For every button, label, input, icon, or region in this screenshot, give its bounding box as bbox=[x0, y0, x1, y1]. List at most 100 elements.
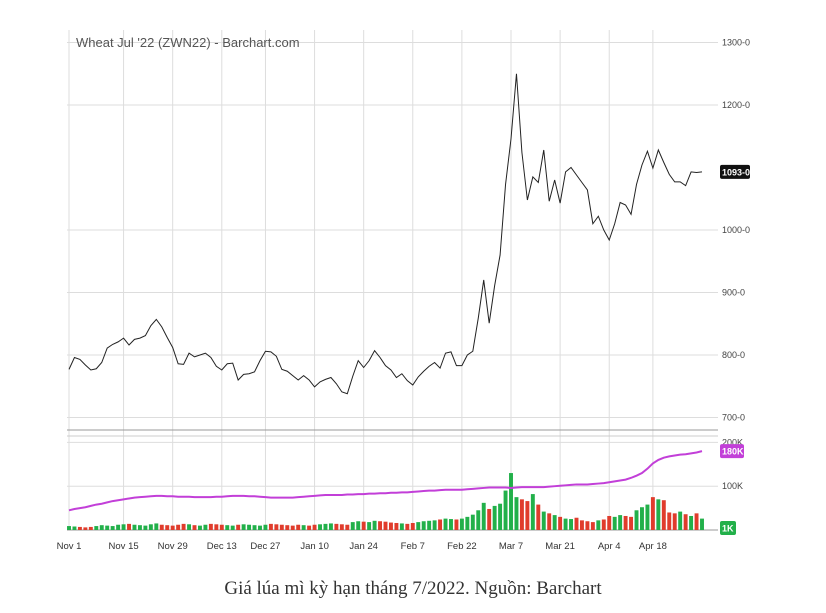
volume-bar bbox=[367, 522, 372, 530]
x-tick-label: Nov 29 bbox=[158, 541, 188, 552]
volume-bar bbox=[361, 521, 366, 530]
volume-bar bbox=[230, 525, 235, 530]
volume-bar bbox=[629, 516, 634, 530]
volume-bar bbox=[241, 524, 246, 530]
volume-bar bbox=[94, 526, 99, 530]
volume-bar bbox=[307, 525, 312, 530]
volume-bar bbox=[116, 524, 121, 530]
volume-bar bbox=[187, 524, 192, 530]
volume-bar bbox=[208, 523, 213, 530]
volume-bar bbox=[465, 516, 470, 530]
series-price-line bbox=[68, 73, 703, 395]
volume-bar bbox=[236, 524, 241, 530]
volume-bar bbox=[143, 525, 148, 530]
volume-bar bbox=[247, 524, 252, 530]
volume-bar bbox=[569, 519, 573, 530]
volume-bar bbox=[154, 523, 159, 530]
volume-bar bbox=[127, 523, 131, 530]
volume-bar bbox=[252, 525, 257, 530]
last-price-label: 1093-0 bbox=[722, 167, 750, 177]
volume-bar bbox=[694, 513, 699, 530]
volume-bar bbox=[105, 525, 110, 530]
volume-bar bbox=[181, 523, 186, 530]
x-tick-label: Feb 22 bbox=[447, 541, 477, 552]
x-tick-label: Jan 24 bbox=[349, 541, 378, 552]
y-tick-price: 700-0 bbox=[722, 413, 745, 423]
volume-bar bbox=[612, 516, 617, 530]
volume-bar bbox=[203, 524, 208, 530]
volume-bar bbox=[83, 527, 88, 530]
volume-bar bbox=[476, 510, 481, 530]
volume-bar bbox=[547, 513, 552, 530]
y-tick-volume: 100K bbox=[722, 481, 743, 491]
volume-bar bbox=[198, 525, 202, 530]
volume-bar bbox=[601, 519, 606, 530]
volume-bar bbox=[661, 500, 666, 530]
volume-bar bbox=[579, 520, 584, 530]
volume-bar bbox=[290, 525, 295, 530]
volume-bar bbox=[574, 517, 579, 530]
volume-bar bbox=[192, 525, 197, 530]
volume-bar bbox=[558, 516, 563, 530]
volume-bar bbox=[132, 524, 137, 530]
series-avg-volume-line bbox=[68, 450, 703, 512]
volume-bar bbox=[383, 521, 388, 530]
avg-volume-badge: 180K bbox=[720, 444, 744, 459]
volume-bar bbox=[110, 526, 115, 530]
volume-bar bbox=[416, 522, 421, 530]
volume-bar bbox=[667, 512, 672, 530]
volume-bar bbox=[88, 526, 93, 530]
volume-bar bbox=[563, 518, 568, 530]
volume-bar bbox=[536, 504, 541, 530]
figure-caption: Giá lúa mì kỳ hạn tháng 7/2022. Nguồn: B… bbox=[224, 578, 602, 599]
volume-bar bbox=[405, 523, 410, 530]
x-tick-label: Feb 7 bbox=[401, 541, 425, 552]
x-axis-ticks: Nov 1 Nov 15 Nov 29 Dec 13 Dec 27 Jan 10 Jan 2… bbox=[57, 541, 667, 552]
volume-bar bbox=[148, 524, 153, 530]
volume-bar bbox=[345, 524, 350, 530]
volume-bar bbox=[301, 525, 306, 530]
volume-bar bbox=[67, 526, 71, 530]
volume-bars bbox=[67, 473, 704, 530]
volume-bar bbox=[296, 524, 301, 530]
x-tick-label: Apr 4 bbox=[598, 541, 621, 552]
x-tick-label: Mar 7 bbox=[499, 541, 523, 552]
volume-bar bbox=[596, 520, 601, 530]
volume-bar bbox=[656, 499, 661, 530]
volume-bar bbox=[99, 525, 104, 530]
y-axis-ticks: 1300-0 1200-0 1000-0 900-0 800-0 700-0 200K 100… bbox=[722, 38, 750, 492]
volume-bar bbox=[509, 473, 513, 530]
volume-bar bbox=[459, 518, 464, 530]
volume-bar bbox=[274, 524, 279, 530]
volume-bar bbox=[394, 522, 399, 530]
x-tick-label: Apr 18 bbox=[639, 541, 667, 552]
volume-bar bbox=[689, 515, 694, 530]
y-tick-volume: 200K bbox=[722, 437, 743, 447]
volume-bar bbox=[678, 511, 683, 530]
volume-bar bbox=[427, 520, 432, 530]
volume-bar bbox=[279, 524, 284, 530]
volume-bar bbox=[530, 494, 535, 530]
volume-bar bbox=[645, 504, 650, 530]
x-tick-label: Mar 21 bbox=[545, 541, 575, 552]
volume-bar bbox=[503, 490, 508, 530]
volume-bar bbox=[443, 518, 448, 530]
volume-bar bbox=[334, 523, 339, 530]
volume-bar bbox=[514, 497, 519, 530]
volume-bar bbox=[432, 520, 437, 530]
volume-bar bbox=[219, 524, 224, 530]
volume-bar bbox=[137, 525, 142, 530]
volume-bar bbox=[541, 511, 546, 530]
volume-bar bbox=[356, 521, 361, 530]
volume-bar bbox=[121, 524, 126, 530]
volume-bar bbox=[339, 524, 344, 530]
volume-bar bbox=[214, 524, 219, 530]
volume-bar bbox=[323, 523, 328, 530]
volume-bar bbox=[470, 514, 475, 530]
x-tick-label: Nov 15 bbox=[109, 541, 139, 552]
volume-bar bbox=[268, 523, 273, 530]
volume-bar bbox=[410, 522, 415, 530]
volume-bar bbox=[170, 525, 175, 530]
chart-title: Wheat Jul '22 (ZWN22) - Barchart.com bbox=[76, 35, 300, 50]
